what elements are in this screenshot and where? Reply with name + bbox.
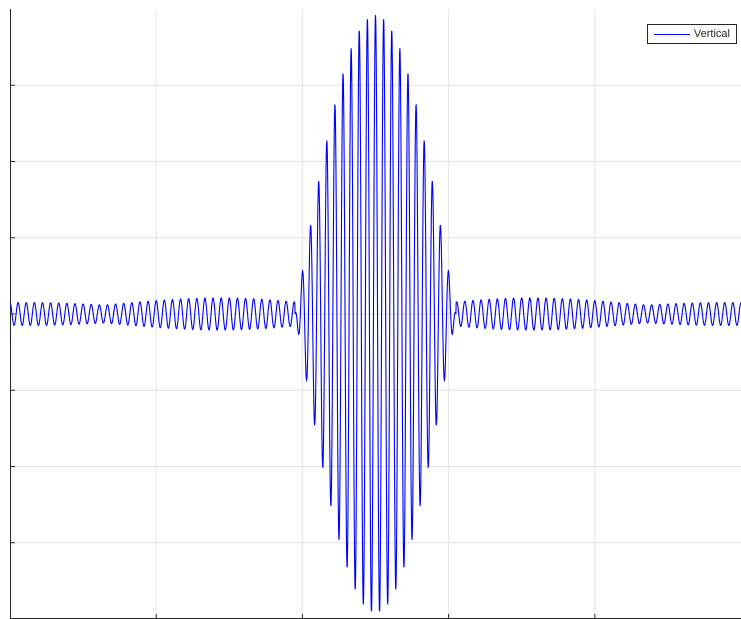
series-line-vertical	[9, 15, 741, 612]
legend-label-vertical: Vertical	[693, 28, 730, 40]
grid-layer	[10, 9, 741, 619]
series-layer	[9, 15, 741, 612]
legend: Vertical	[646, 24, 737, 44]
legend-swatch	[653, 33, 690, 35]
